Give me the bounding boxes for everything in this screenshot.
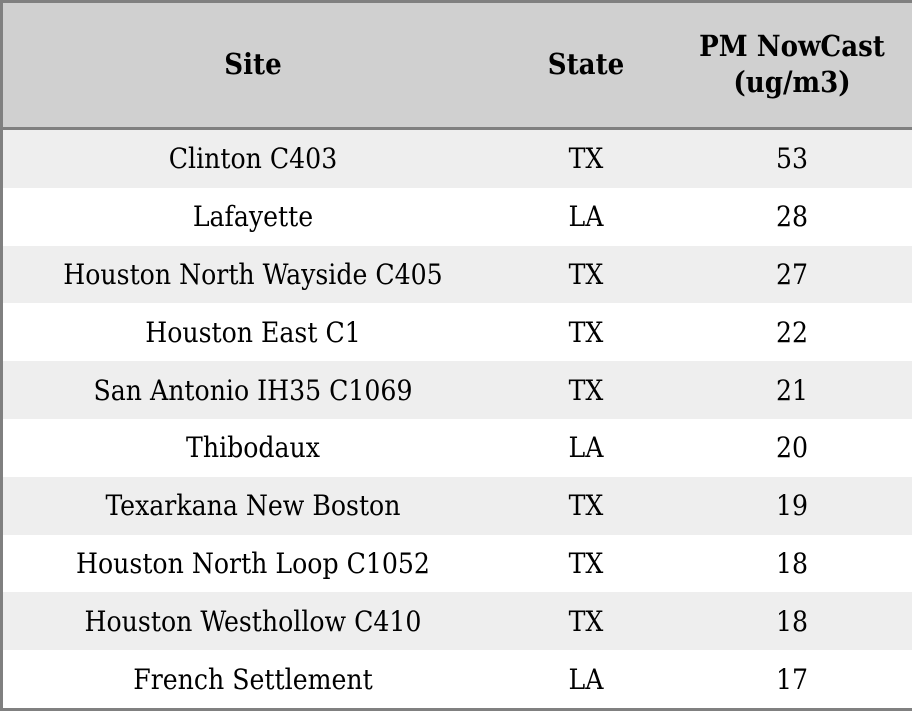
site-cell: French Settlement <box>0 650 503 711</box>
pm-value-cell: 22 <box>669 303 912 362</box>
pm-value-cell: 21 <box>669 361 912 419</box>
header-row: Site State PM NowCast (ug/m3) <box>0 0 912 130</box>
site-cell: Lafayette <box>0 187 503 246</box>
table-row: Houston North Wayside C405 TX 27 <box>0 245 912 304</box>
table-row: Clinton C403 TX 53 <box>0 128 912 188</box>
pm-value-cell: 53 <box>669 128 912 188</box>
state-cell: TX <box>503 303 669 362</box>
state-cell: TX <box>503 245 669 304</box>
column-header-state: State <box>503 0 669 130</box>
state-cell: TX <box>503 592 669 651</box>
pm-value-cell: 27 <box>669 245 912 304</box>
table-body: Clinton C403 TX 53 Lafayette LA 28 Houston Nor… <box>0 128 912 711</box>
state-cell: TX <box>503 476 669 535</box>
state-cell: TX <box>503 534 669 593</box>
table-header: Site State PM NowCast (ug/m3) <box>0 0 912 130</box>
state-cell: TX <box>503 128 669 188</box>
site-cell: Thibodaux <box>0 418 503 477</box>
pm-value-cell: 28 <box>669 187 912 246</box>
state-cell: LA <box>503 650 669 711</box>
state-cell: LA <box>503 418 669 477</box>
table-row: French Settlement LA 17 <box>0 650 912 711</box>
site-cell: San Antonio IH35 C1069 <box>0 361 503 419</box>
site-cell: Texarkana New Boston <box>0 476 503 535</box>
site-cell: Houston North Loop C1052 <box>0 534 503 593</box>
table-row: Houston Westhollow C410 TX 18 <box>0 592 912 651</box>
table-row: Lafayette LA 28 <box>0 187 912 246</box>
pm-value-cell: 17 <box>669 650 912 711</box>
column-header-pm-nowcast-label: PM NowCast (ug/m3) <box>699 29 885 99</box>
column-header-pm-nowcast: PM NowCast (ug/m3) <box>669 0 912 130</box>
site-cell: Houston North Wayside C405 <box>0 245 503 304</box>
site-cell: Houston East C1 <box>0 303 503 362</box>
table-row: Houston East C1 TX 22 <box>0 303 912 362</box>
pm-value-cell: 18 <box>669 534 912 593</box>
table-row: San Antonio IH35 C1069 TX 21 <box>0 361 912 419</box>
table-row: Texarkana New Boston TX 19 <box>0 476 912 535</box>
column-header-site: Site <box>0 0 503 130</box>
state-cell: LA <box>503 187 669 246</box>
table-row: Thibodaux LA 20 <box>0 418 912 477</box>
state-cell: TX <box>503 361 669 419</box>
pm-value-cell: 20 <box>669 418 912 477</box>
table-row: Houston North Loop C1052 TX 18 <box>0 534 912 593</box>
site-cell: Clinton C403 <box>0 128 503 188</box>
pm-value-cell: 18 <box>669 592 912 651</box>
site-cell: Houston Westhollow C410 <box>0 592 503 651</box>
pm-value-cell: 19 <box>669 476 912 535</box>
